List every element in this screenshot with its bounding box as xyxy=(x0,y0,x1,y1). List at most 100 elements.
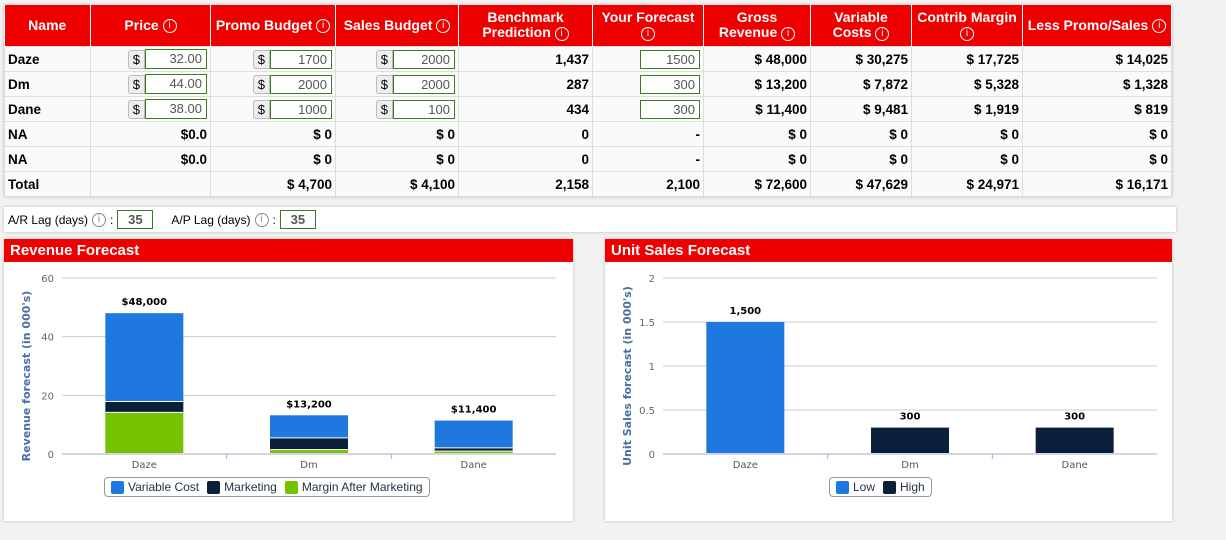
legend-item[interactable]: Margin After Marketing xyxy=(284,480,423,495)
cell-forecast: 2,100 xyxy=(592,171,704,197)
header-label: Name xyxy=(28,17,67,33)
header-label: Less Promo/Sales xyxy=(1027,16,1149,33)
legend-item[interactable]: Marketing xyxy=(207,480,277,495)
cell-contrib: $ 0 xyxy=(911,121,1023,147)
cell-sales: $ xyxy=(335,46,459,72)
ar-lag-input[interactable] xyxy=(117,210,154,229)
x-tick-label: Dane xyxy=(1062,460,1088,471)
forecast-input[interactable] xyxy=(640,49,700,69)
legend-label: Low xyxy=(853,480,876,494)
cell-gross: $ 11,400 xyxy=(703,96,811,122)
unit-sales-forecast-panel: Unit Sales Forecast 0 0.5 1 1.5 2 Unit Sales … xyxy=(605,239,1172,521)
promo-input[interactable] xyxy=(270,99,332,119)
cell-var: $ 9,481 xyxy=(810,96,912,122)
cell-forecast: - xyxy=(592,121,704,147)
table-row: NA $0.0 $ 0 $ 0 0- $ 0 $ 0 $ 0 $ 0 xyxy=(4,121,1172,147)
column-header: Promo Budget i xyxy=(210,5,336,47)
column-header: Less Promo/Sales i xyxy=(1022,5,1172,47)
cell-less: $ 819 xyxy=(1022,96,1172,122)
cell-price: $38.00 xyxy=(90,96,211,122)
info-icon[interactable]: i xyxy=(554,26,569,41)
price-input[interactable]: 44.00 xyxy=(145,74,207,94)
cell-contrib: $ 0 xyxy=(911,146,1023,172)
bar-segment xyxy=(270,450,348,453)
sales-input[interactable] xyxy=(393,49,455,69)
legend-item[interactable]: Low xyxy=(836,480,876,495)
cell-contrib: $ 5,328 xyxy=(911,71,1023,97)
lag-bar: A/R Lag (days) i : A/P Lag (days) i : xyxy=(4,207,1176,232)
currency-addon: $ xyxy=(252,74,270,94)
header-label: Promo Budget xyxy=(215,16,313,33)
currency-addon: $ xyxy=(252,49,270,69)
forecast-input[interactable] xyxy=(640,99,700,119)
price-input[interactable]: 32.00 xyxy=(145,49,207,69)
info-icon[interactable]: i xyxy=(1152,19,1167,34)
cell-name: NA xyxy=(4,121,91,147)
info-icon[interactable]: i xyxy=(960,26,974,41)
table-row: Daze$32.00$$1,437$ 48,000$ 30,275$ 17,72… xyxy=(4,46,1172,72)
chart-legend[interactable]: Variable Cost Marketing Margin After Marke… xyxy=(104,477,430,498)
info-icon[interactable]: i xyxy=(162,19,177,34)
header-label: Gross Revenue xyxy=(718,9,778,41)
header-label: Your Forecast xyxy=(601,9,695,26)
promo-input[interactable] xyxy=(270,49,332,69)
info-icon[interactable]: i xyxy=(316,19,331,34)
table-row: NA $0.0 $ 0 $ 0 0- $ 0 $ 0 $ 0 $ 0 xyxy=(4,146,1172,172)
y-tick-label: 40 xyxy=(41,333,54,344)
cell-promo: $ xyxy=(210,96,336,122)
legend-label: Margin After Marketing xyxy=(301,480,423,494)
header-label: Benchmark Prediction xyxy=(482,9,564,41)
cell-sales: $ xyxy=(335,71,459,97)
data-label: 1,500 xyxy=(730,306,762,317)
legend-item[interactable]: Variable Cost xyxy=(111,480,200,495)
legend-swatch xyxy=(111,481,124,495)
column-header: Gross Revenue i xyxy=(703,5,811,47)
cell-promo: $ xyxy=(210,71,336,97)
cell-sales: $ 0 xyxy=(335,146,459,172)
currency-addon: $ xyxy=(127,74,145,94)
x-tick-label: Dm xyxy=(300,460,317,471)
price-input[interactable]: 38.00 xyxy=(145,99,207,119)
cell-forecast xyxy=(592,46,704,72)
promo-input[interactable] xyxy=(270,74,332,94)
info-icon[interactable]: i xyxy=(254,212,269,227)
sales-input[interactable] xyxy=(393,99,455,119)
y-tick-label: 20 xyxy=(41,391,54,402)
cell-less: $ 0 xyxy=(1022,121,1172,147)
cell-bench: 287 xyxy=(458,71,593,97)
column-header: Name xyxy=(4,5,91,47)
cell-bench: 2,158 xyxy=(458,171,593,197)
cell-price: $0.0 xyxy=(90,121,211,147)
y-axis-title: Unit Sales forecast (in 000's) xyxy=(621,286,634,466)
info-icon[interactable]: i xyxy=(436,19,451,34)
data-label: $13,200 xyxy=(286,399,332,410)
sales-input[interactable] xyxy=(393,74,455,94)
x-tick-label: Daze xyxy=(132,460,157,471)
unit-sales-chart: 0 0.5 1 1.5 2 Unit Sales forecast (in 000's) D… xyxy=(621,274,1157,471)
cell-sales: $ 4,100 xyxy=(335,171,459,197)
cell-promo: $ 0 xyxy=(210,146,336,172)
y-axis-title: Revenue forecast (in 000's) xyxy=(20,291,33,462)
info-icon[interactable]: i xyxy=(92,212,107,227)
cell-gross: $ 72,600 xyxy=(703,171,811,197)
column-header: Contrib Margin i xyxy=(911,5,1023,47)
bar-segment xyxy=(706,322,785,453)
info-icon[interactable]: i xyxy=(641,26,655,41)
info-icon[interactable]: i xyxy=(781,26,796,41)
cell-price: $32.00 xyxy=(90,46,211,72)
cell-less: $ 16,171 xyxy=(1022,171,1172,197)
cell-var: $ 0 xyxy=(810,146,912,172)
bar-segment xyxy=(871,427,949,453)
legend-label: Variable Cost xyxy=(128,480,200,494)
cell-less: $ 14,025 xyxy=(1022,46,1172,72)
legend-item[interactable]: High xyxy=(883,480,925,495)
ap-lag-input[interactable] xyxy=(279,210,316,229)
info-icon[interactable]: i xyxy=(875,26,890,41)
cell-forecast xyxy=(592,71,704,97)
ar-lag-label: A/R Lag (days) xyxy=(8,212,89,227)
cell-forecast: - xyxy=(592,146,704,172)
cell-var: $ 30,275 xyxy=(810,46,912,72)
cell-promo: $ 0 xyxy=(210,121,336,147)
forecast-input[interactable] xyxy=(640,74,700,94)
chart-legend[interactable]: Low High xyxy=(829,477,932,498)
